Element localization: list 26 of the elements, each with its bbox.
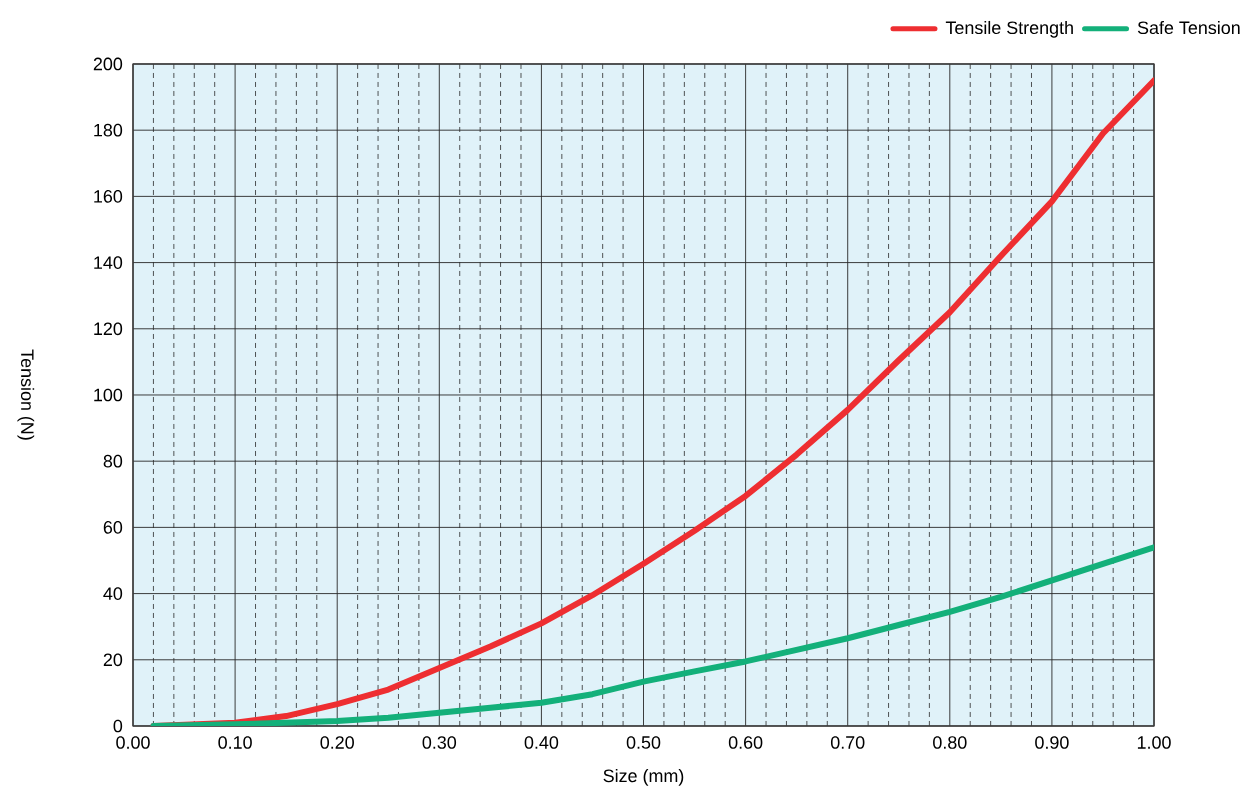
y-tick-label: 140 bbox=[94, 256, 123, 269]
x-tick-label: 0.70 bbox=[830, 736, 865, 749]
x-tick-label: 0.30 bbox=[422, 736, 457, 749]
x-tick-label: 0.00 bbox=[116, 736, 150, 749]
x-tick-label: 0.20 bbox=[320, 736, 354, 749]
y-tick-label: 200 bbox=[93, 57, 123, 71]
y-tick-label: 120 bbox=[94, 322, 123, 336]
y-tick-label: 20 bbox=[103, 653, 123, 667]
x-tick-label: 0.40 bbox=[524, 736, 559, 749]
y-tick-label: 160 bbox=[94, 190, 123, 203]
y-tick-label: 40 bbox=[103, 587, 123, 600]
x-tick-label: 0.90 bbox=[1035, 736, 1069, 749]
y-tick-label: 0 bbox=[113, 719, 123, 733]
y-tick-label: 80 bbox=[103, 454, 123, 468]
x-tick-label: 0.80 bbox=[933, 736, 967, 749]
x-axis-title: Size (mm) bbox=[603, 769, 684, 786]
x-tick-label: 1.00 bbox=[1137, 736, 1171, 749]
legend-label: Safe Tension bbox=[1137, 20, 1240, 35]
y-axis-title: Tension (N) bbox=[17, 349, 35, 440]
legend-label: Tensile Strength bbox=[945, 20, 1073, 38]
x-tick-label: 0.60 bbox=[728, 736, 763, 749]
x-tick-label: 0.10 bbox=[218, 736, 252, 749]
y-tick-label: 180 bbox=[94, 123, 123, 137]
x-tick-label: 0.50 bbox=[626, 736, 661, 749]
y-tick-label: 60 bbox=[103, 521, 123, 534]
y-tick-label: 100 bbox=[94, 388, 123, 402]
